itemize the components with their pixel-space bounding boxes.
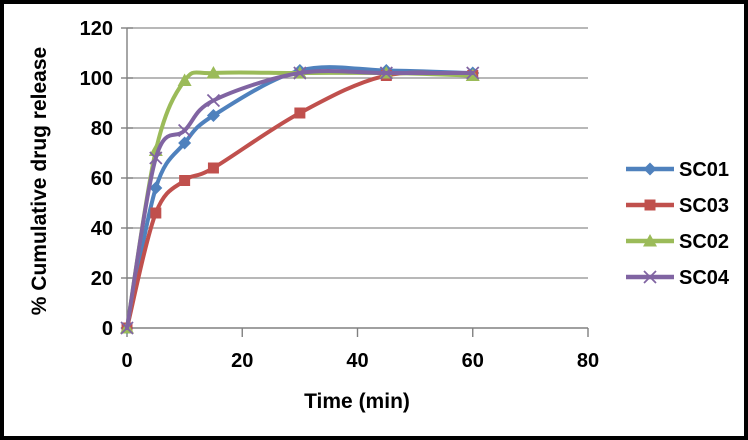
series-SC02 [120, 66, 480, 334]
diamond-marker-icon [178, 136, 192, 150]
x-marker-icon [466, 66, 480, 80]
line-chart: 0 20 40 60 80 100 120 0 20 40 60 80 SC01 SC03 SC02 SC04 [80, 18, 730, 372]
legend-item-SC02: SC02 [626, 231, 729, 253]
series-SC04 [120, 66, 480, 335]
x-tick-label: 60 [462, 350, 484, 372]
x-marker-icon [177, 123, 192, 138]
y-axis-title: % Cumulative drug release [28, 46, 51, 316]
y-tick-label: 40 [91, 218, 113, 240]
gridlines [127, 27, 588, 279]
y-tick-label: 60 [91, 168, 113, 190]
x-marker-icon [206, 93, 221, 108]
legend-label: SC01 [679, 159, 729, 181]
x-tick-label: 80 [577, 350, 599, 372]
x-marker-icon [149, 151, 163, 165]
square-marker-icon [150, 207, 162, 219]
series-SC03 [121, 70, 479, 334]
x-axis-title: Time (min) [304, 390, 410, 413]
square-marker-icon [644, 199, 656, 211]
legend-label: SC03 [679, 195, 729, 217]
y-tick-label: 20 [91, 268, 113, 290]
x-marker-icon [120, 321, 134, 335]
legend-label: SC02 [679, 231, 729, 253]
diamond-marker-icon [206, 109, 220, 122]
x-tick-label: 40 [346, 350, 368, 372]
x-tick-label: 0 [121, 350, 132, 372]
x-marker-icon [379, 66, 393, 80]
triangle-marker-icon [206, 66, 221, 79]
y-tick-label: 120 [80, 18, 113, 40]
series-line-SC01 [125, 65, 475, 330]
y-tick-label: 100 [80, 68, 113, 90]
square-marker-icon [179, 175, 191, 186]
triangle-marker-icon [177, 73, 192, 86]
legend-item-SC03: SC03 [626, 195, 729, 217]
legend: SC01 SC03 SC02 SC04 [626, 159, 730, 289]
y-tick-label: 0 [102, 318, 113, 340]
legend-item-SC04: SC04 [626, 267, 730, 289]
y-tick-label: 80 [91, 118, 113, 140]
square-marker-icon [207, 162, 219, 174]
x-marker-icon [293, 66, 307, 80]
legend-item-SC01: SC01 [626, 159, 729, 181]
diamond-marker-icon [643, 162, 657, 176]
x-marker-icon [643, 270, 657, 284]
legend-label: SC04 [679, 267, 730, 289]
square-marker-icon [294, 107, 306, 119]
tick-labels: 0 20 40 60 80 100 120 0 20 40 60 80 [80, 18, 600, 372]
diamond-marker-icon [149, 181, 163, 195]
axes [121, 27, 589, 337]
triangle-marker-icon [643, 234, 657, 247]
series-SC01 [120, 64, 480, 335]
x-tick-label: 20 [231, 350, 253, 372]
